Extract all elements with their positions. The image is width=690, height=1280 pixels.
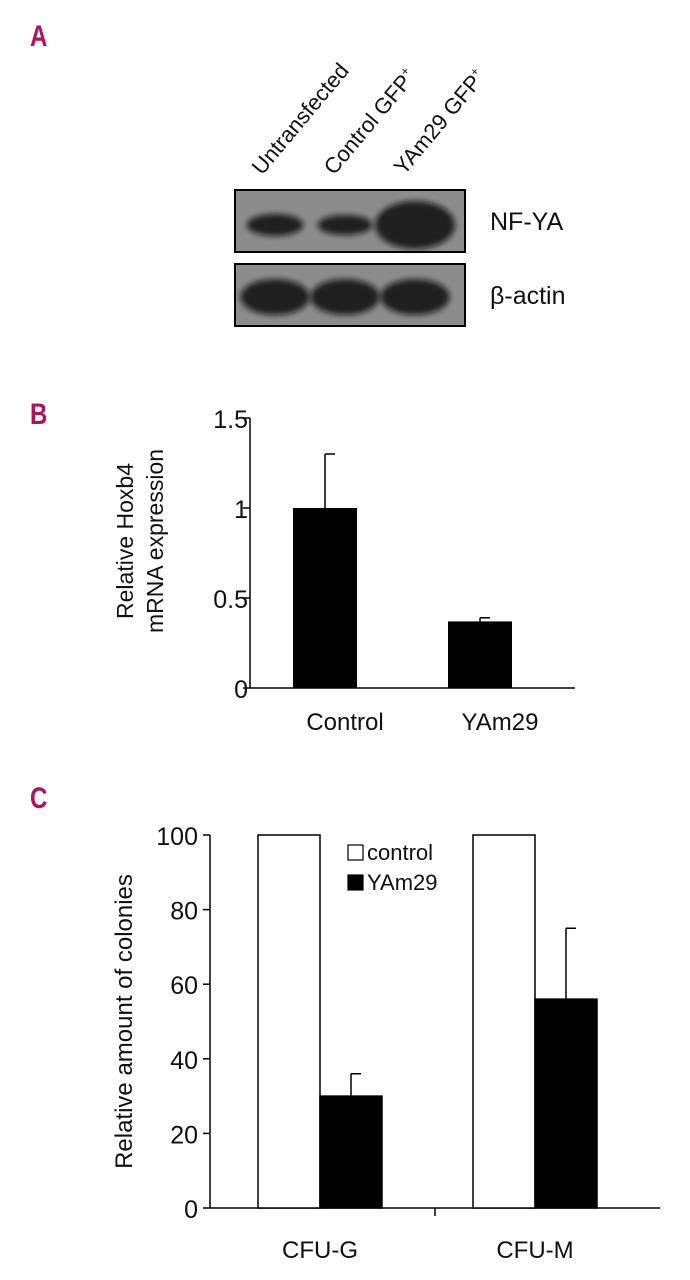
panel-label-b: B — [30, 398, 48, 431]
y-axis-label: Relative Hoxb4 — [112, 463, 138, 619]
blot-row-label: β-actin — [490, 282, 566, 310]
blot-band — [246, 214, 304, 236]
legend-swatch — [347, 844, 364, 861]
colony-chart: 0 20 40 60 80 100 CFU-G CFU-M control YAm29 Relati… — [111, 823, 660, 1264]
y-tick-label: 0.5 — [213, 586, 248, 614]
legend-swatch — [347, 874, 364, 891]
y-tick-label: 0 — [184, 1196, 198, 1224]
y-axis-label: mRNA expression — [142, 449, 168, 633]
y-tick-label: 1.5 — [213, 406, 248, 434]
lane-label-superscript: + — [467, 64, 482, 78]
panel-label-c: C — [30, 782, 48, 815]
y-tick-label: 100 — [156, 823, 198, 851]
y-tick-label: 60 — [170, 972, 198, 1000]
legend-label: control — [367, 840, 433, 865]
x-tick-label: CFU-M — [496, 1237, 573, 1264]
panel-label-a: A — [30, 20, 48, 53]
y-axis-label: Relative amount of colonies — [111, 874, 138, 1169]
y-tick-label: 20 — [170, 1121, 198, 1149]
y-tick-label: 80 — [170, 898, 198, 926]
blot-band — [240, 279, 310, 315]
y-tick-label: 0 — [234, 676, 248, 704]
blot-band — [380, 279, 450, 315]
x-tick-label: Control — [306, 709, 383, 736]
bar — [472, 834, 536, 1209]
bar — [293, 508, 357, 688]
y-tick-label: 40 — [170, 1047, 198, 1075]
y-tick-label: 1 — [234, 496, 248, 524]
x-tick-label: YAm29 — [462, 709, 539, 736]
bar — [534, 998, 598, 1209]
blot-band — [375, 201, 455, 249]
hoxb4-expression-chart: 0 0.5 1 1.5 Control YAm29 Relative Hoxb4 mRNA e… — [112, 406, 575, 736]
lane-label-superscript: + — [397, 64, 412, 78]
blot-band — [310, 279, 380, 315]
blot-band — [317, 215, 373, 235]
bar — [448, 621, 512, 688]
bar — [319, 1095, 383, 1209]
legend-label: YAm29 — [367, 870, 438, 895]
x-tick-label: CFU-G — [282, 1237, 358, 1264]
bar — [257, 834, 321, 1209]
blot-row-label: NF-YA — [490, 208, 563, 236]
